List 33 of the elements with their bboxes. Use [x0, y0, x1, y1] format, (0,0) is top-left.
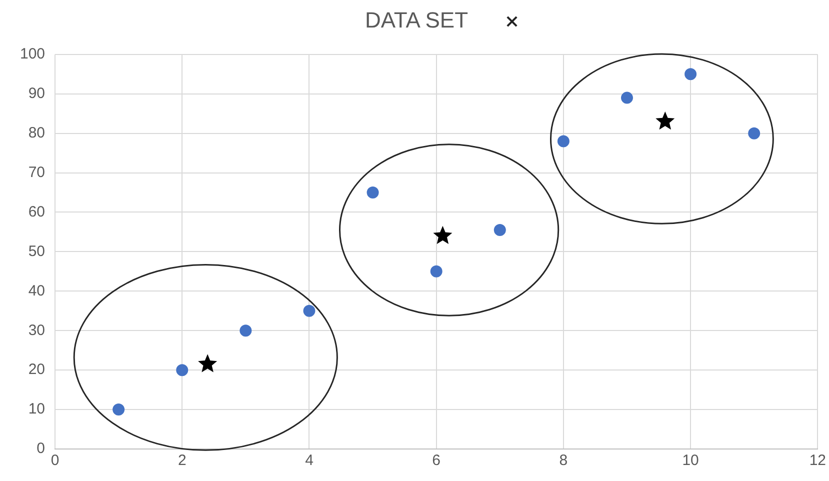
chart-title: DATA SET — [364, 7, 468, 32]
point — [621, 92, 633, 104]
point — [656, 111, 675, 130]
x-tick-label: 12 — [809, 452, 826, 470]
point — [684, 68, 697, 80]
y-tick-label: 80 — [28, 124, 46, 142]
y-tick-label: 0 — [36, 440, 46, 458]
point — [112, 404, 125, 416]
point — [430, 265, 442, 278]
point — [198, 354, 218, 372]
y-tick-label: 70 — [28, 164, 46, 181]
y-tick-label: 20 — [28, 361, 46, 378]
y-tick-label: 30 — [28, 322, 46, 339]
point — [557, 135, 570, 148]
x-tick-label: 4 — [305, 452, 314, 470]
y-tick-label: 60 — [28, 203, 46, 220]
point — [366, 186, 379, 199]
x-tick-label: 8 — [559, 452, 568, 470]
x-tick-label: 2 — [178, 452, 186, 470]
x-tick-label: 6 — [432, 452, 441, 470]
point — [176, 364, 188, 376]
point — [303, 304, 316, 317]
point — [240, 324, 252, 337]
y-tick-label: 40 — [28, 282, 46, 300]
point — [748, 127, 760, 140]
x-tick-label: 10 — [682, 452, 699, 470]
point — [433, 226, 452, 244]
y-tick-label: 50 — [28, 242, 46, 260]
y-tick-label: 100 — [20, 46, 46, 63]
x-tick-label: 0 — [50, 452, 60, 470]
point — [494, 224, 506, 236]
y-tick-label: 90 — [28, 85, 46, 102]
y-tick-label: 10 — [28, 400, 46, 418]
